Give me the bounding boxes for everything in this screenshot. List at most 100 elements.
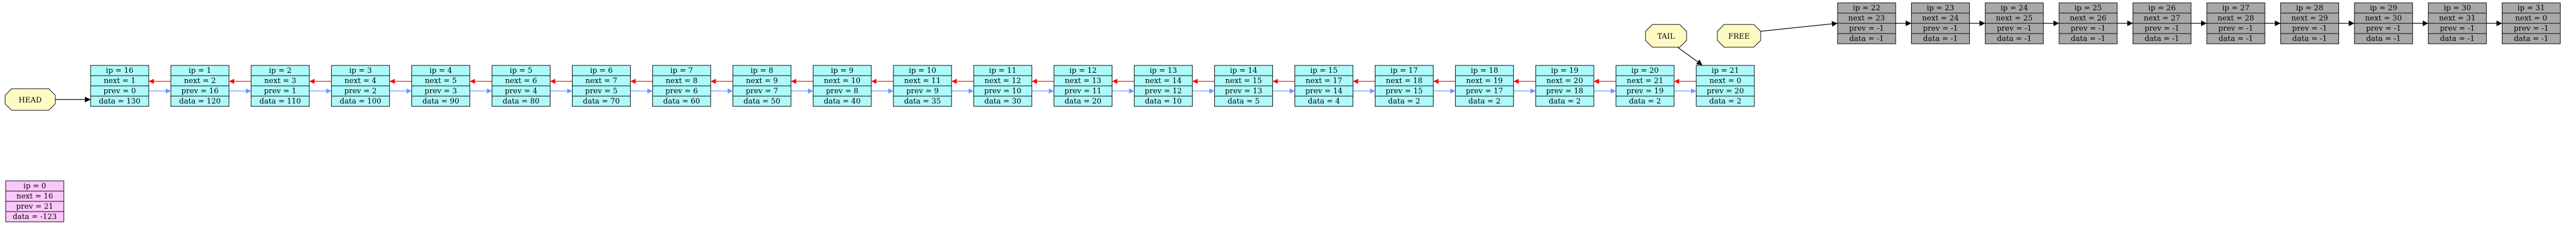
node-data: data = -1	[2366, 35, 2401, 43]
node-data: data = -123	[13, 213, 56, 221]
node-prev: prev = -1	[2514, 24, 2549, 33]
octagon-shape	[5, 88, 56, 111]
node-data: data = 4	[1308, 97, 1340, 106]
node-data: data = 130	[99, 97, 140, 106]
node-data: data = 60	[663, 97, 700, 106]
node-data: data = 110	[259, 97, 301, 106]
node-data: data = 80	[503, 97, 540, 106]
node-next: next = 14	[1145, 77, 1182, 85]
node-data: data = -1	[2514, 35, 2549, 43]
node-next: next = 27	[2144, 14, 2180, 23]
node-prev: prev = -1	[2440, 24, 2475, 33]
node-prev: prev = 19	[1626, 87, 1663, 96]
node-ip: ip = 12	[1069, 67, 1097, 75]
node-next: next = 18	[1386, 77, 1422, 85]
node-prev: prev = -1	[1923, 24, 1958, 33]
edges-layer	[55, 20, 2502, 102]
node-prev: prev = 5	[585, 87, 618, 96]
node-prev: prev = 10	[984, 87, 1021, 96]
node-prev: prev = 3	[424, 87, 457, 96]
node-prev: prev = 16	[181, 87, 218, 96]
node-ip: ip = 16	[106, 67, 133, 75]
head-label-text: HEAD	[19, 96, 42, 105]
node-next: next = 7	[585, 77, 617, 85]
tail-label-text: TAIL	[1657, 32, 1675, 41]
node-prev: prev = 6	[666, 87, 698, 96]
node-next: next = 0	[2515, 14, 2547, 23]
node-ip: ip = 20	[1631, 67, 1659, 75]
node-prev: prev = -1	[2218, 24, 2253, 33]
node-next: next = 11	[904, 77, 941, 85]
node-data: data = -1	[2292, 35, 2327, 43]
node-next: next = 4	[345, 77, 377, 85]
node-data: data = -1	[2440, 35, 2475, 43]
node-ip: ip = 25	[2075, 4, 2102, 13]
node-ip: ip = 9	[831, 67, 854, 75]
node-next: next = 3	[264, 77, 296, 85]
node-data: data = -1	[2145, 35, 2179, 43]
node-data: data = 2	[1549, 97, 1581, 106]
free-pointer-edge	[1760, 20, 1838, 32]
node-prev: prev = 12	[1145, 87, 1182, 96]
node-data: data = -1	[2071, 35, 2105, 43]
node-next: next = 25	[1996, 14, 2032, 23]
node-ip: ip = 15	[1310, 67, 1337, 75]
node-next: next = 29	[2291, 14, 2328, 23]
node-prev: prev = -1	[1997, 24, 2031, 33]
node-prev: prev = 13	[1225, 87, 1262, 96]
node-ip: ip = 8	[750, 67, 773, 75]
node-data: data = 35	[904, 97, 941, 106]
node-ip: ip = 18	[1471, 67, 1498, 75]
node-data: data = 2	[1629, 97, 1661, 106]
node-next: next = 23	[1848, 14, 1885, 23]
node-next: next = 16	[17, 192, 53, 201]
node-ip: ip = 23	[1927, 4, 1954, 13]
node-ip: ip = 26	[2148, 4, 2175, 13]
octagon-shape	[1645, 24, 1687, 48]
node-ip: ip = 14	[1230, 67, 1258, 75]
node-data: data = 120	[179, 97, 221, 106]
node-ip: ip = 31	[2517, 4, 2545, 13]
node-next: next = 30	[2365, 14, 2402, 23]
node-ip: ip = 11	[989, 67, 1016, 75]
node-data: data = 10	[1145, 97, 1182, 106]
node-data: data = 2	[1388, 97, 1420, 106]
node-prev: prev = 18	[1546, 87, 1583, 96]
node-ip: ip = 2	[269, 67, 292, 75]
node-ip: ip = 6	[590, 67, 613, 75]
node-prev: prev = 9	[906, 87, 938, 96]
node-next: next = 19	[1466, 77, 1503, 85]
node-next: next = 1	[104, 77, 136, 85]
node-ip: ip = 0	[23, 182, 46, 191]
tail-label: TAIL	[1645, 24, 1687, 48]
node-next: next = 8	[666, 77, 697, 85]
node-prev: prev = 11	[1064, 87, 1101, 96]
node-data: data = -1	[1997, 35, 2032, 43]
node-prev: prev = -1	[2071, 24, 2105, 33]
node-ip: ip = 4	[430, 67, 452, 75]
node-ip: ip = 7	[670, 67, 693, 75]
node-prev: prev = 2	[344, 87, 377, 96]
